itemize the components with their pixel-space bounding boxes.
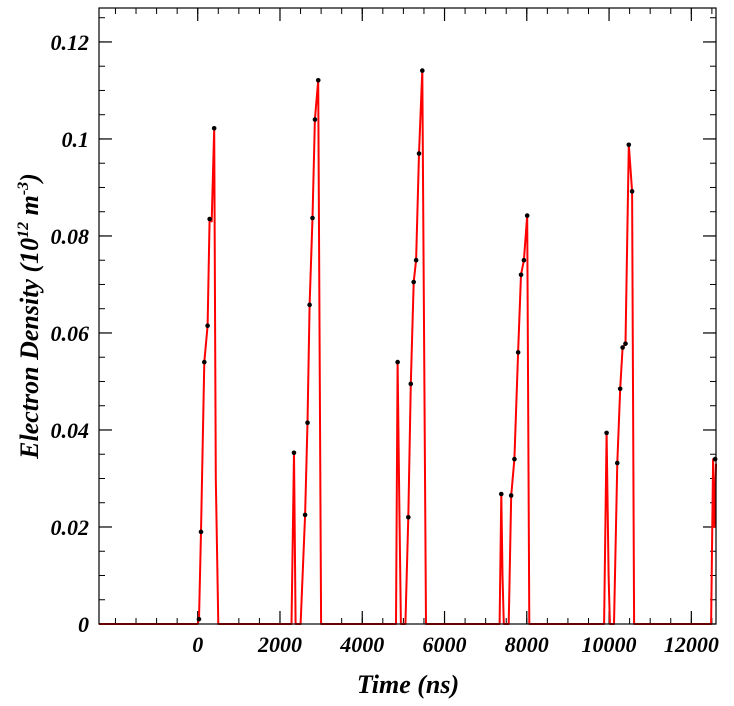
y-tick-label: 0.1	[62, 127, 90, 152]
data-point	[620, 345, 625, 350]
x-tick-label: 4000	[339, 632, 384, 657]
y-axis-title-prefix: Electron Density (10	[15, 238, 44, 460]
data-point	[302, 512, 308, 518]
y-tick-label: 0.08	[51, 224, 90, 249]
data-point	[305, 420, 310, 426]
data-point	[406, 514, 411, 520]
data-point	[712, 456, 718, 462]
y-axis-title-suffix: )	[15, 173, 44, 184]
x-axis-title: Time (ns)	[357, 670, 459, 699]
data-point	[515, 350, 521, 355]
data-point	[498, 491, 504, 497]
y-tick-label: 0.06	[51, 321, 90, 346]
data-point	[614, 460, 620, 466]
y-axis-title: Electron Density (1012 m-3)	[15, 173, 44, 460]
x-tick-label: 2000	[257, 632, 302, 657]
data-point	[291, 450, 297, 456]
y-axis-title-unit: m	[15, 195, 44, 222]
data-point	[202, 359, 207, 365]
data-point	[207, 216, 212, 222]
x-tick-label: 12000	[664, 632, 719, 657]
data-point	[307, 302, 312, 308]
major-ticks	[99, 8, 716, 625]
x-tick-labels: 0 2000 4000 6000 8000 10000 12000	[192, 632, 719, 657]
y-tick-label: 0.02	[51, 515, 90, 540]
data-point	[310, 215, 315, 221]
data-point	[205, 323, 210, 329]
data-point	[196, 616, 202, 622]
data-point	[508, 493, 514, 498]
y-axis-title-exponent: 12	[15, 222, 32, 238]
data-point	[413, 257, 419, 263]
data-point	[198, 529, 204, 535]
x-tick-label: 10000	[582, 632, 637, 657]
data-point	[623, 341, 628, 346]
data-point	[312, 117, 318, 122]
data-point	[411, 279, 416, 285]
data-point	[420, 68, 425, 73]
data-point	[518, 272, 524, 278]
data-point	[408, 381, 414, 387]
y-axis-title-unit-exponent: -3	[15, 182, 32, 195]
x-tick-label: 0	[192, 632, 203, 657]
data-point	[395, 359, 400, 365]
data-point	[416, 151, 422, 156]
data-point	[626, 142, 632, 148]
data-point	[512, 456, 517, 462]
series-markers	[196, 68, 718, 622]
data-point	[211, 125, 217, 131]
y-tick-labels: 0 0.02 0.04 0.06 0.08 0.1 0.12	[51, 30, 90, 637]
data-point	[315, 77, 321, 83]
plot-frame	[98, 7, 717, 625]
y-tick-label: 0.12	[51, 30, 90, 55]
x-tick-label: 6000	[423, 632, 467, 657]
x-tick-label: 8000	[505, 632, 549, 657]
y-tick-label: 0	[78, 612, 89, 637]
data-point	[521, 257, 527, 263]
data-point	[524, 213, 530, 218]
data-point	[604, 430, 609, 436]
y-tick-label: 0.04	[51, 418, 90, 443]
data-point	[629, 189, 635, 194]
data-point	[617, 386, 623, 392]
